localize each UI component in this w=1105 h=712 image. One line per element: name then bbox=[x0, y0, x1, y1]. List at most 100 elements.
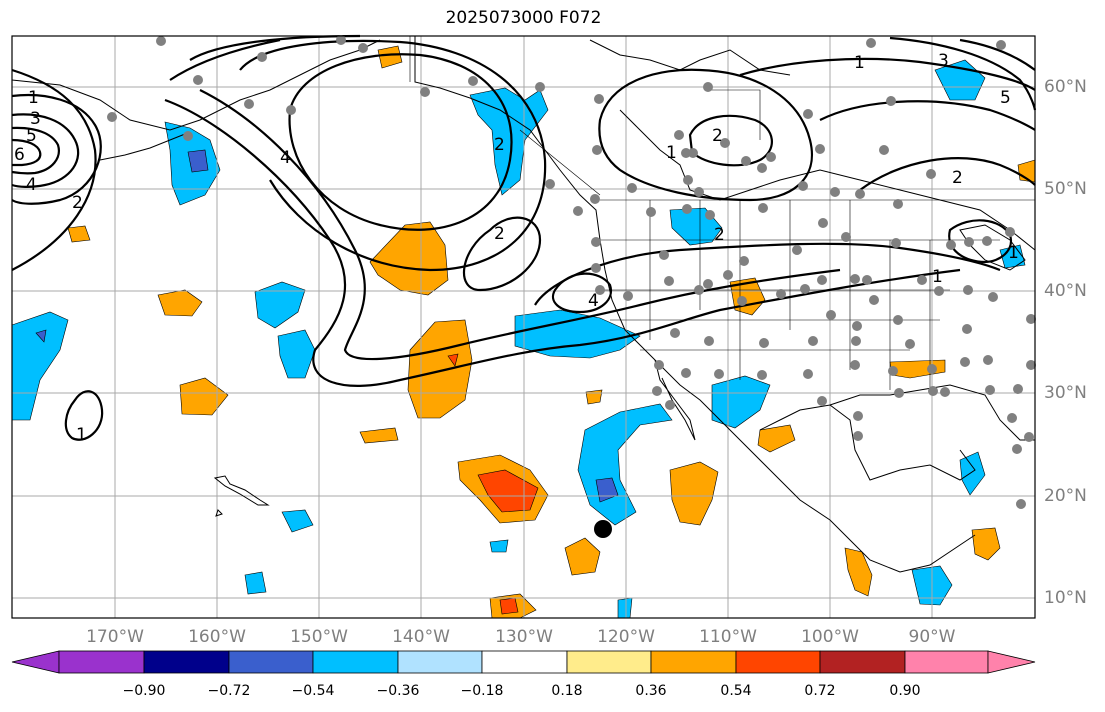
anomaly-blob bbox=[187, 149, 209, 173]
contour-label: 2 bbox=[72, 193, 83, 213]
anomaly-blob bbox=[277, 329, 316, 379]
colorbar-extend-right bbox=[987, 650, 1036, 674]
coastline bbox=[414, 36, 976, 573]
colorbar bbox=[11, 650, 1036, 674]
contour-label: 1 bbox=[666, 143, 677, 163]
colorbar-tick-label: −0.54 bbox=[291, 683, 335, 699]
coastline bbox=[589, 39, 791, 76]
lon-label: 100°W bbox=[801, 627, 859, 647]
colorbar-segment bbox=[481, 650, 568, 674]
contour bbox=[288, 53, 513, 231]
colorbar-tick-label: −0.36 bbox=[376, 683, 420, 699]
contour bbox=[819, 100, 1036, 131]
lon-label: 130°W bbox=[495, 627, 553, 647]
coastline bbox=[759, 404, 976, 481]
contour-label: 3 bbox=[30, 109, 41, 129]
anomaly-blob bbox=[447, 353, 459, 367]
contour-label: 2 bbox=[494, 224, 505, 244]
contour-label: 1 bbox=[1008, 243, 1019, 263]
contour bbox=[739, 57, 1036, 91]
colorbar-segment bbox=[819, 650, 906, 674]
colorbar-tick-label: −0.72 bbox=[207, 683, 251, 699]
anomaly-blob bbox=[477, 469, 539, 513]
contour bbox=[11, 68, 97, 271]
lat-label: 40°N bbox=[1044, 281, 1087, 301]
contour bbox=[534, 242, 1001, 306]
colorbar-segment bbox=[735, 650, 821, 674]
anomaly-blob bbox=[489, 539, 509, 553]
contour-label: 5 bbox=[1000, 88, 1011, 108]
colorbar-extend-left bbox=[11, 650, 60, 674]
colorbar-segment bbox=[143, 650, 230, 674]
lat-label: 10°N bbox=[1044, 588, 1087, 608]
contour bbox=[859, 157, 1036, 191]
contour bbox=[164, 98, 961, 387]
anomaly-blob bbox=[585, 389, 603, 405]
anomaly-blob bbox=[617, 597, 633, 619]
contour bbox=[64, 390, 104, 441]
colorbar-segment bbox=[58, 650, 145, 674]
lon-label: 160°W bbox=[188, 627, 246, 647]
contour bbox=[959, 38, 1036, 71]
colorbar-segment bbox=[312, 650, 399, 674]
contour bbox=[199, 89, 841, 361]
lon-label: 140°W bbox=[392, 627, 450, 647]
contour bbox=[598, 68, 813, 202]
map-title: 2025073000 F072 bbox=[445, 8, 602, 28]
lon-label: 170°W bbox=[86, 627, 144, 647]
contour-label: 4 bbox=[26, 175, 37, 195]
colorbar-segment bbox=[228, 650, 314, 674]
colorbar-tick-label: −0.18 bbox=[460, 683, 504, 699]
anomaly-blob bbox=[669, 461, 719, 526]
contour-label-group: 1 3 5 6 4 2 1 2 2 4 1 2 1 3 2 4 1 5 1 2 bbox=[14, 51, 1019, 445]
anomaly-blob bbox=[377, 45, 403, 69]
contour-label: 3 bbox=[938, 51, 949, 71]
colorbar-tick-label: −0.90 bbox=[122, 683, 166, 699]
coastline bbox=[959, 224, 1026, 271]
contour-lines bbox=[11, 34, 1037, 441]
contour-label: 1 bbox=[854, 53, 865, 73]
contour-label: 4 bbox=[280, 148, 291, 168]
contour-label: 6 bbox=[14, 145, 25, 165]
coastline bbox=[99, 131, 191, 161]
contour bbox=[11, 126, 60, 175]
lat-label: 20°N bbox=[1044, 486, 1087, 506]
contour-label: 2 bbox=[494, 135, 505, 155]
anomaly-blob bbox=[244, 571, 267, 595]
anomaly-blob bbox=[757, 424, 796, 453]
coastline bbox=[829, 384, 1035, 441]
lon-label: 110°W bbox=[699, 627, 757, 647]
contour-label: 2 bbox=[712, 126, 723, 146]
anomaly-blob bbox=[711, 375, 771, 429]
contour-label: 5 bbox=[26, 126, 37, 146]
contour-label: 2 bbox=[952, 168, 963, 188]
anomaly-blob bbox=[971, 527, 1001, 561]
map-frame bbox=[11, 35, 1036, 619]
coastline bbox=[619, 109, 1036, 251]
coastline bbox=[213, 475, 270, 506]
graticule bbox=[12, 36, 1035, 618]
contour-label: 4 bbox=[588, 291, 599, 311]
anomaly-blob bbox=[499, 597, 519, 615]
colorbar-segment bbox=[566, 650, 652, 674]
lat-label: 50°N bbox=[1044, 179, 1087, 199]
negative-anomaly-areas bbox=[11, 59, 1026, 619]
coastlines bbox=[11, 36, 1036, 573]
lat-label: 60°N bbox=[1044, 77, 1087, 97]
colorbar-tick-label: 0.36 bbox=[635, 683, 667, 699]
contour-label: 2 bbox=[714, 225, 725, 245]
anomaly-blob bbox=[369, 221, 449, 296]
marker-dot bbox=[594, 520, 612, 538]
colorbar-tick-label: 0.90 bbox=[889, 683, 921, 699]
contour bbox=[169, 38, 281, 81]
anomaly-blob bbox=[179, 377, 229, 416]
station-dots bbox=[107, 35, 1036, 509]
contour-label: 1 bbox=[76, 425, 87, 445]
coastline bbox=[11, 39, 381, 131]
state-borders bbox=[409, 36, 1035, 390]
lat-label: 30°N bbox=[1044, 383, 1087, 403]
anomaly-blob bbox=[281, 509, 314, 533]
anomaly-blob bbox=[67, 225, 91, 243]
colorbar-segment bbox=[397, 650, 483, 674]
